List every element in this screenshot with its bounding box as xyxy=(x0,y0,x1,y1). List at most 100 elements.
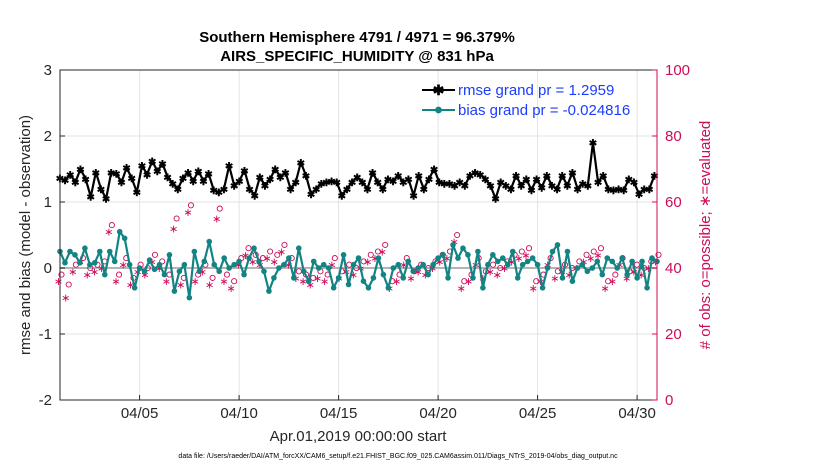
obs-evaluated-point: ∗ xyxy=(478,273,487,285)
obs-evaluated-point: ∗ xyxy=(227,283,236,295)
bias-point xyxy=(191,248,198,255)
bias-point xyxy=(315,265,322,271)
rmse-point: ✱ xyxy=(640,185,649,196)
rmse-point: ✱ xyxy=(389,177,398,188)
rmse-point: ✱ xyxy=(645,185,654,196)
legend-rmse-marker: ✱ xyxy=(433,82,445,98)
bias-point xyxy=(335,275,342,281)
bias-point xyxy=(241,271,247,278)
obs-possible-point xyxy=(245,245,252,252)
y-tick-label-right: 60 xyxy=(665,194,682,211)
bias-point xyxy=(256,258,262,265)
bias-point xyxy=(216,268,222,275)
obs-possible-point xyxy=(331,255,338,262)
obs-evaluated-point: ∗ xyxy=(262,253,271,265)
bias-point xyxy=(345,281,352,288)
chart-subtitle: AIRS_SPECIFIC_HUMIDITY @ 831 hPa xyxy=(220,48,494,65)
bias-point xyxy=(131,285,138,291)
obs-possible-point xyxy=(274,251,281,258)
obs-evaluated-point: ∗ xyxy=(601,283,610,295)
obs-evaluated-point: ∗ xyxy=(392,276,401,288)
obs-evaluated-point: ∗ xyxy=(421,270,430,282)
rmse-point: ✱ xyxy=(553,185,562,196)
bias-point xyxy=(554,242,561,248)
rmse-point: ✱ xyxy=(415,172,424,183)
bias-point xyxy=(405,258,412,265)
obs-possible-point xyxy=(497,264,504,272)
obs-evaluated-point: ∗ xyxy=(298,276,307,288)
rmse-point: ✱ xyxy=(102,195,111,206)
rmse-point: ✱ xyxy=(153,167,162,178)
rmse-point: ✱ xyxy=(143,170,152,181)
bias-point xyxy=(440,252,446,258)
bias-point xyxy=(196,268,203,275)
rmse-point: ✱ xyxy=(297,158,306,169)
bias-point xyxy=(445,275,451,281)
bias-point xyxy=(296,245,302,251)
bias-point xyxy=(161,271,168,278)
bias-point xyxy=(475,248,481,255)
bias-point xyxy=(460,245,466,251)
bias-point xyxy=(495,258,501,265)
bias-point xyxy=(330,285,337,291)
bias-point xyxy=(395,261,402,268)
rmse-point: ✱ xyxy=(578,180,587,191)
rmse-point: ✱ xyxy=(456,178,465,189)
rmse-point: ✱ xyxy=(358,178,367,189)
y-axis-label-left: rmse and bias (model - observation) xyxy=(17,115,34,355)
x-tick-label: 04/10 xyxy=(220,405,258,422)
obs-possible-point xyxy=(187,202,195,209)
rmse-point: ✱ xyxy=(563,182,572,193)
obs-evaluated-point: ∗ xyxy=(529,283,538,295)
bias-point xyxy=(121,235,128,242)
rmse-point: ✱ xyxy=(271,165,280,176)
rmse-point: ✱ xyxy=(133,188,142,199)
rmse-point: ✱ xyxy=(87,193,96,204)
x-tick-label: 04/15 xyxy=(320,405,358,422)
obs-evaluated-point: ∗ xyxy=(54,276,63,288)
bias-point xyxy=(519,261,526,268)
rmse-point: ✱ xyxy=(302,172,311,183)
rmse-point: ✱ xyxy=(425,175,434,186)
rmse-point: ✱ xyxy=(471,168,480,179)
bias-point xyxy=(236,258,242,265)
bias-point xyxy=(111,258,118,265)
rmse-point: ✱ xyxy=(502,182,511,193)
rmse-point: ✱ xyxy=(225,162,234,173)
obs-possible-point xyxy=(108,222,115,229)
obs-possible-point xyxy=(576,258,583,265)
bias-point xyxy=(310,258,317,265)
rmse-point: ✱ xyxy=(368,168,377,179)
bias-point xyxy=(380,271,387,278)
obs-evaluated-point: ∗ xyxy=(406,273,415,285)
rmse-point: ✱ xyxy=(112,170,121,181)
obs-evaluated-point: ∗ xyxy=(399,260,408,272)
rmse-point: ✱ xyxy=(348,178,357,189)
obs-possible-point xyxy=(259,255,266,262)
rmse-point: ✱ xyxy=(240,166,249,177)
bias-point xyxy=(589,265,596,271)
obs-evaluated-point: ∗ xyxy=(313,273,322,285)
bias-point xyxy=(385,285,392,291)
bias-point xyxy=(106,248,113,255)
obs-possible-point xyxy=(583,251,590,258)
bias-point xyxy=(410,268,417,275)
rmse-point: ✱ xyxy=(322,178,331,189)
bias-point xyxy=(251,245,257,251)
obs-evaluated-point: ∗ xyxy=(565,270,574,282)
obs-possible-point xyxy=(216,205,223,212)
rmse-point: ✱ xyxy=(76,165,85,176)
rmse-point: ✱ xyxy=(210,186,219,197)
obs-evaluated-point: ∗ xyxy=(90,266,99,278)
rmse-point: ✱ xyxy=(245,185,254,196)
x-tick-label: 04/30 xyxy=(618,405,656,422)
obs-possible-point xyxy=(367,251,374,258)
bias-point xyxy=(504,261,511,268)
rmse-point: ✱ xyxy=(235,177,244,188)
bias-point xyxy=(415,265,422,271)
rmse-point: ✱ xyxy=(404,175,413,186)
rmse-point: ✱ xyxy=(81,175,90,186)
rmse-point: ✱ xyxy=(122,164,131,175)
rmse-point: ✱ xyxy=(117,178,126,189)
